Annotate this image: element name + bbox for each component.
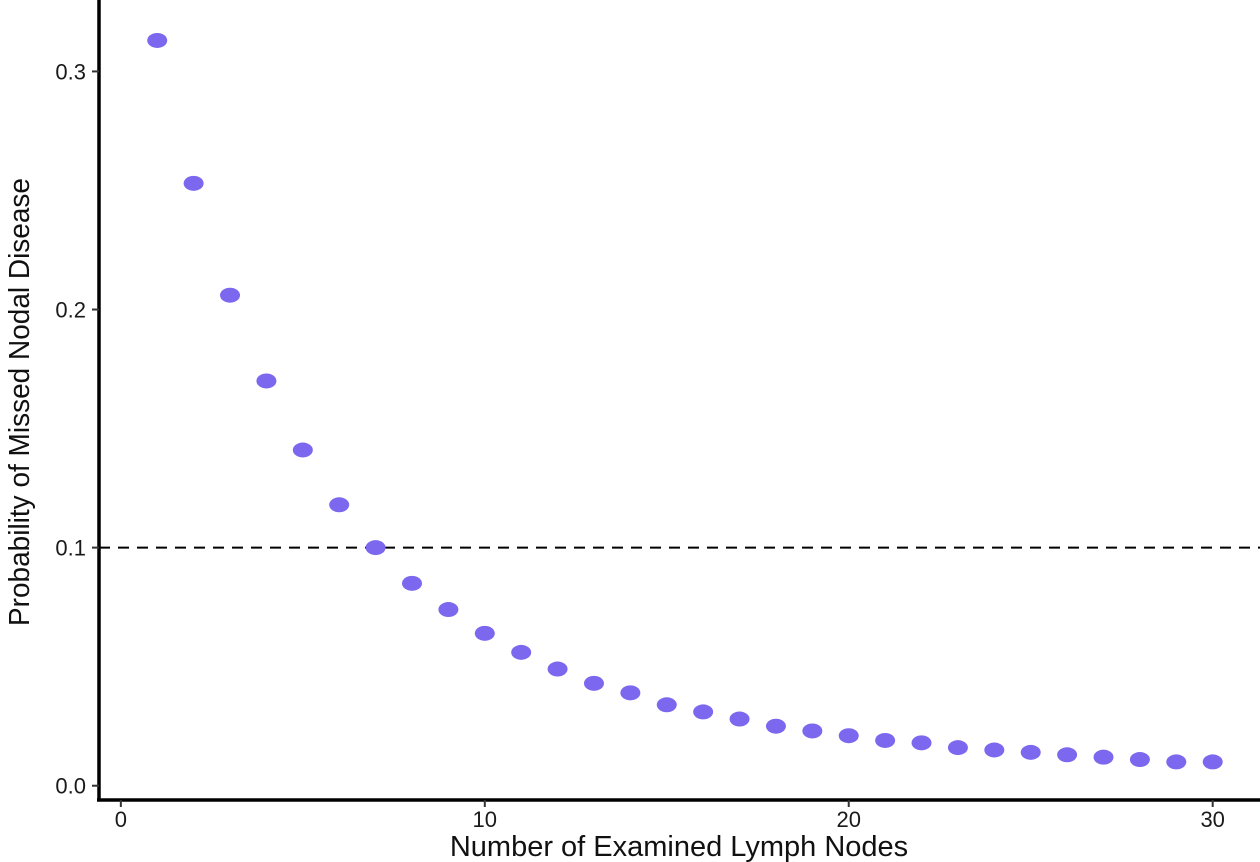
- data-point: [656, 697, 677, 713]
- data-point: [365, 540, 386, 556]
- data-point: [802, 723, 823, 739]
- data-point: [1057, 747, 1078, 763]
- data-point: [1129, 752, 1150, 768]
- data-point: [220, 287, 241, 303]
- data-point: [1202, 754, 1223, 770]
- data-point: [1166, 754, 1187, 770]
- data-point: [838, 728, 859, 744]
- y-tick-label: 0.3: [55, 59, 86, 84]
- data-point: [765, 718, 786, 734]
- data-point: [911, 735, 932, 751]
- y-tick-label: 0.1: [55, 536, 86, 561]
- data-point: [256, 373, 277, 389]
- data-point: [438, 602, 459, 618]
- y-tick-label: 0.0: [55, 774, 86, 799]
- data-points-layer: [147, 32, 1223, 770]
- y-axis-title: Probability of Missed Nodal Disease: [4, 178, 36, 626]
- ticks-layer: 0 10 20 30 0.0 0.1 0.2 0.3: [55, 59, 1225, 832]
- data-point: [947, 740, 968, 756]
- data-point: [583, 675, 604, 691]
- data-point: [511, 644, 532, 660]
- axes-layer: [97, 0, 1260, 802]
- data-point: [620, 685, 641, 701]
- data-point: [984, 742, 1005, 758]
- x-axis-title: Number of Examined Lymph Nodes: [450, 831, 908, 862]
- x-tick-label: 20: [836, 807, 860, 832]
- data-point: [547, 661, 568, 677]
- data-point: [147, 32, 168, 48]
- data-point: [401, 575, 422, 591]
- data-point: [183, 175, 204, 191]
- data-point: [729, 711, 750, 727]
- data-point: [1020, 744, 1041, 760]
- data-point: [474, 625, 495, 641]
- data-point: [292, 442, 313, 458]
- x-tick-label: 30: [1200, 807, 1224, 832]
- data-point: [329, 497, 350, 513]
- y-tick-label: 0.2: [55, 298, 86, 323]
- x-tick-label: 0: [115, 807, 127, 832]
- data-point: [693, 704, 714, 720]
- data-point: [875, 732, 896, 748]
- x-tick-label: 10: [473, 807, 497, 832]
- data-point: [1093, 749, 1114, 765]
